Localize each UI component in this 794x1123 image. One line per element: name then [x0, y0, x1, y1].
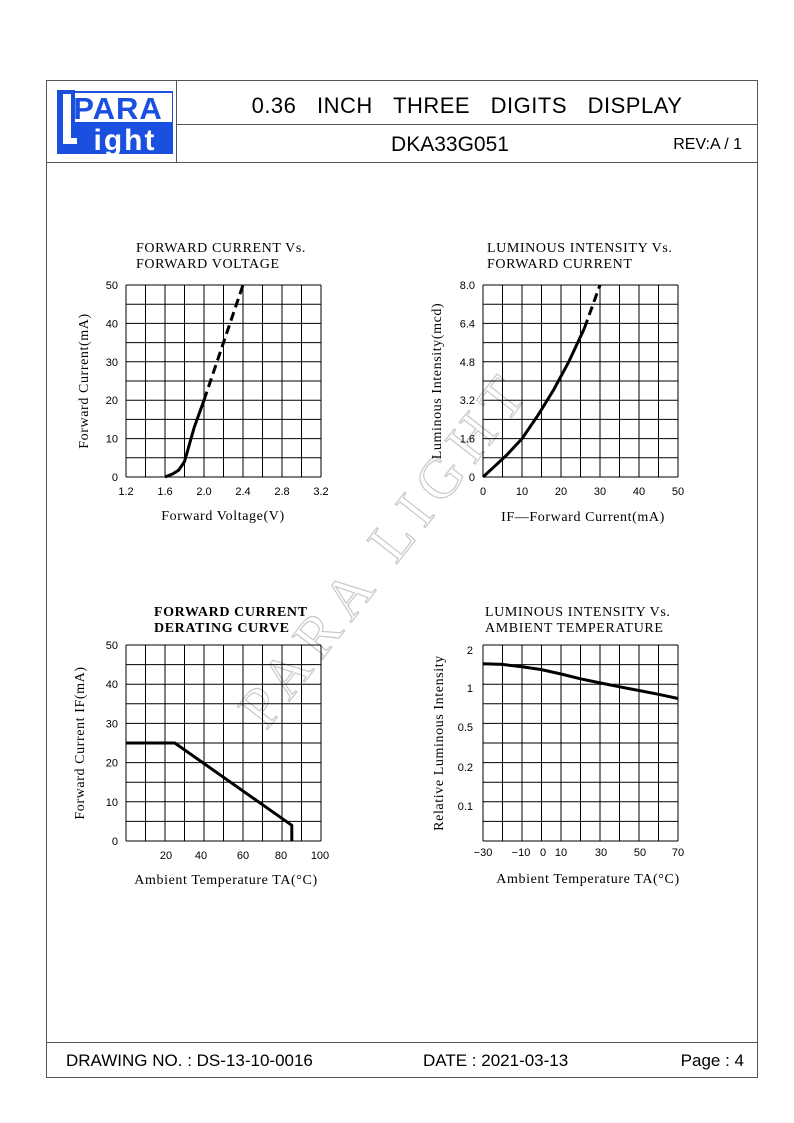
- header-divider: [46, 162, 758, 163]
- y-tick-label: 0.2: [458, 762, 473, 774]
- y-tick-label: 1: [467, 683, 473, 695]
- x-tick-label: −10: [512, 847, 531, 859]
- series-line: [164, 399, 206, 479]
- y-tick-label: 2: [467, 645, 473, 657]
- x-tick-label: 100: [311, 850, 329, 862]
- x-tick-label: 50: [672, 486, 684, 498]
- document-date: DATE : 2021-03-13: [423, 1051, 569, 1070]
- y-tick-label: 4.8: [460, 357, 475, 369]
- chart-grid: [482, 644, 679, 842]
- x-tick-label: 20: [160, 850, 172, 862]
- x-tick-label: 40: [633, 486, 645, 498]
- chart-luminous-intensity-vs-current: LUMINOUS INTENSITY Vs.FORWARD CURRENT Lum…: [430, 241, 684, 525]
- x-tick-label: 40: [195, 850, 207, 862]
- chart-title: FORWARD CURRENT: [487, 257, 633, 272]
- svg-text:PARA: PARA: [73, 91, 163, 126]
- drawing-number: DRAWING NO. : DS-13-10-0016: [66, 1051, 313, 1070]
- y-tick-label: 3.2: [460, 395, 475, 407]
- series-line: [481, 327, 586, 479]
- x-tick-label: 1.6: [157, 486, 172, 498]
- x-tick-label: 50: [634, 847, 646, 859]
- series-line-dashed: [582, 284, 602, 329]
- y-tick-label: 8.0: [460, 280, 475, 292]
- x-tick-label: 30: [595, 847, 607, 859]
- y-tick-label: 0: [112, 472, 118, 484]
- chart-title: FORWARD CURRENT Vs.: [136, 241, 306, 256]
- document-title: 0.36 INCH THREE DIGITS DISPLAY: [251, 93, 683, 118]
- y-tick-label: 10: [106, 797, 118, 809]
- x-tick-label: 30: [594, 486, 606, 498]
- x-tick-label: 2.8: [274, 486, 289, 498]
- y-tick-label: 40: [106, 679, 118, 691]
- y-tick-label: 50: [106, 640, 118, 652]
- x-tick-label: 10: [555, 847, 567, 859]
- series-line: [482, 662, 679, 700]
- x-tick-label: −30: [474, 847, 493, 859]
- x-tick-label: 2.0: [196, 486, 211, 498]
- page-number: Page : 4: [680, 1051, 744, 1070]
- y-tick-label: 50: [106, 280, 118, 292]
- chart-title: LUMINOUS INTENSITY Vs.: [487, 241, 672, 256]
- chart-grid: [125, 284, 322, 478]
- x-axis-label: IF—Forward Current(mA): [501, 510, 665, 525]
- x-tick-label: 60: [237, 850, 249, 862]
- x-tick-label: 80: [275, 850, 287, 862]
- x-axis-label: Ambient Temperature TA(°C): [496, 872, 679, 887]
- chart-forward-current-vs-voltage: FORWARD CURRENT Vs.FORWARD VOLTAGE Forwar…: [77, 241, 329, 524]
- chart-grid: [482, 284, 679, 478]
- y-tick-label: 10: [106, 434, 118, 446]
- y-tick-label: 6.4: [460, 318, 475, 330]
- y-tick-label: 30: [106, 718, 118, 730]
- series-line: [126, 741, 294, 841]
- chart-title: FORWARD CURRENT: [154, 605, 308, 620]
- y-tick-label: 20: [106, 395, 118, 407]
- chart-title: FORWARD VOLTAGE: [136, 257, 280, 272]
- x-tick-label: 0: [480, 486, 486, 498]
- logo-divider: [176, 80, 177, 162]
- chart-title: LUMINOUS INTENSITY Vs.: [485, 605, 670, 620]
- chart-intensity-vs-temperature: LUMINOUS INTENSITY Vs.AMBIENT TEMPERATUR…: [432, 605, 684, 887]
- y-tick-label: 0.5: [458, 722, 473, 734]
- chart-grid: [125, 644, 322, 842]
- title-divider: [176, 124, 758, 125]
- x-tick-label: 10: [516, 486, 528, 498]
- x-tick-label: 20: [555, 486, 567, 498]
- svg-text:ight: ight: [94, 124, 157, 156]
- x-tick-label: 0: [540, 847, 546, 859]
- y-tick-label: 30: [106, 357, 118, 369]
- y-tick-label: 40: [106, 318, 118, 330]
- watermark: PARA LIGHT: [225, 356, 545, 740]
- chart-title: AMBIENT TEMPERATURE: [485, 621, 664, 636]
- part-number: DKA33G051: [391, 133, 509, 156]
- y-tick-label: 0: [112, 836, 118, 848]
- x-tick-label: 1.2: [118, 486, 133, 498]
- y-axis-label: Luminous Intensity(mcd): [430, 303, 445, 460]
- series-line-dashed: [202, 284, 245, 401]
- y-tick-label: 20: [106, 758, 118, 770]
- y-axis-label: Forward Current(mA): [77, 313, 92, 448]
- y-axis-label: Relative Luminous Intensity: [432, 655, 447, 831]
- y-axis-label: Forward Current IF(mA): [73, 666, 88, 819]
- y-tick-label: 0.1: [458, 801, 473, 813]
- footer-divider: [46, 1042, 758, 1043]
- x-tick-label: 2.4: [235, 486, 250, 498]
- y-tick-label: 1.6: [460, 434, 475, 446]
- x-tick-label: 70: [672, 847, 684, 859]
- page-frame: [46, 80, 758, 1078]
- y-tick-label: 0: [469, 472, 475, 484]
- x-axis-label: Ambient Temperature TA(°C): [134, 873, 317, 888]
- x-axis-label: Forward Voltage(V): [161, 509, 284, 524]
- company-logo: PARA ight: [57, 90, 173, 156]
- x-tick-label: 3.2: [313, 486, 328, 498]
- watermark-text: PARA LIGHT: [225, 357, 544, 740]
- chart-title: DERATING CURVE: [154, 621, 290, 636]
- revision-label: REV:A / 1: [673, 136, 742, 153]
